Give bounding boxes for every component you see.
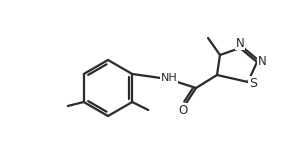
Text: N: N <box>258 55 266 67</box>
Text: S: S <box>249 77 257 89</box>
Text: N: N <box>236 36 244 49</box>
Text: O: O <box>179 103 188 116</box>
Text: NH: NH <box>161 73 177 83</box>
